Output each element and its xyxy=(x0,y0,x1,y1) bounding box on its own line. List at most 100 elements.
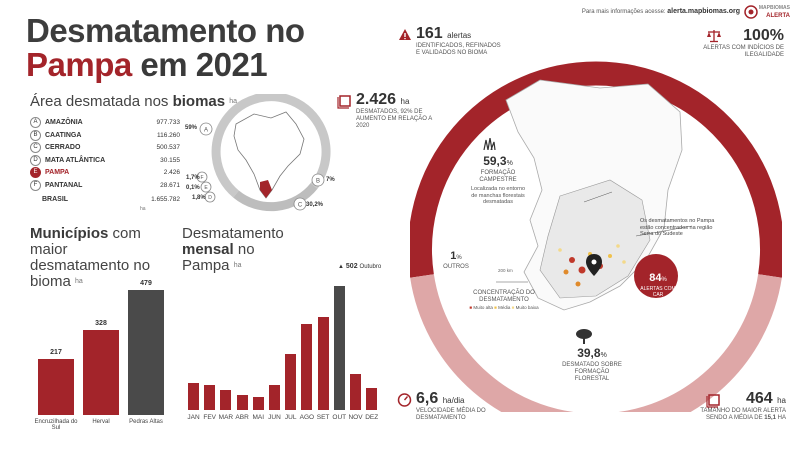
month-label: DEZ xyxy=(365,414,379,421)
month-bar xyxy=(317,316,329,410)
month-label: SET xyxy=(316,414,330,421)
biome-value: 977.733 xyxy=(156,119,181,126)
mensal-title-bold: mensal xyxy=(182,241,234,258)
biome-name: AMAZÔNIA xyxy=(45,119,83,126)
big-ring xyxy=(410,61,782,412)
peak-label: ▲ 502 Outubro xyxy=(338,263,382,270)
mensal-title-rest: no Pampa xyxy=(182,241,255,274)
municipios-title-bold: Municípios xyxy=(30,225,109,242)
biome-row: E PAMPA 2.426 xyxy=(30,167,180,179)
municipio-bar-value: 479 xyxy=(140,280,152,288)
florestal-value: 39,8 xyxy=(577,346,601,360)
concentracao-title: CONCENTRAÇÃO DO DESMATAMENTO xyxy=(473,290,535,303)
biome-name: CERRADO xyxy=(45,144,81,151)
biome-letter: B xyxy=(30,129,41,141)
stat-area: 2.426 ha DESMATADOS, 92% DE AUMENTO EM R… xyxy=(356,91,434,130)
month-bar xyxy=(333,286,345,410)
municipio-bar-value: 328 xyxy=(95,319,107,327)
biome-letter: D xyxy=(30,154,41,166)
ring-marker-d xyxy=(204,191,216,203)
peak-value: 502 xyxy=(345,263,358,270)
scales-icon xyxy=(707,30,721,43)
region-note: Os desmatamentos no Pampa estão concentr… xyxy=(640,218,715,237)
indicios-desc: ALERTAS COM INDÍCIOS DE ILEGALIDADE xyxy=(703,45,784,58)
month-label: MAI xyxy=(252,414,265,421)
map-pin-icon xyxy=(586,254,602,276)
municipio-bar-label: Pedras Altas xyxy=(129,419,163,425)
stat-car: 84% ALERTAS COM CAR xyxy=(638,268,678,298)
source-note: Para mais informações acesse: alerta.map… xyxy=(582,8,740,15)
biome-letter: E xyxy=(30,167,41,178)
month-label: NOV xyxy=(348,414,363,421)
month-bar xyxy=(301,324,313,410)
pct-c: 30,2% xyxy=(306,202,324,208)
velocidade-desc: VELOCIDADE MÉDIA DO DESMATAMENTO xyxy=(416,408,486,421)
area-unit: ha xyxy=(400,97,410,106)
biome-row: C CERRADO 500.537 xyxy=(30,142,180,154)
stat-alertas: 161 alertas IDENTIFICADOS, REFINADOS E V… xyxy=(416,25,506,57)
source-url[interactable]: alerta.mapbiomas.org xyxy=(667,8,740,15)
brazil-outline xyxy=(233,111,305,199)
area-desc: DESMATADOS, 92% DE AUMENTO EM RELAÇÃO A … xyxy=(356,109,432,129)
pampa-region xyxy=(260,180,272,198)
mensal-unit: ha xyxy=(233,262,242,269)
car-unit: % xyxy=(661,277,667,283)
hotspots xyxy=(558,244,626,287)
municipio-bar xyxy=(83,329,119,415)
biome-name: PANTANAL xyxy=(45,181,83,189)
area-value: 2.426 xyxy=(356,91,397,108)
municipio-bar xyxy=(128,290,164,415)
pct-e: 0,1% xyxy=(186,185,200,191)
municipios-title-rest: com maior desmatamento no bioma xyxy=(30,225,151,290)
brasil-value: 1.655.782 xyxy=(151,196,180,203)
biome-letter: A xyxy=(30,117,41,128)
biome-name: CAATINGA xyxy=(45,131,82,139)
maior-unit: ha xyxy=(777,396,786,405)
campestre-desc: FORMAÇÃO CAMPESTRE xyxy=(479,170,517,183)
logo-bottom: ALERTA xyxy=(766,13,790,19)
title-line1: Desmatamento no xyxy=(26,12,305,49)
stat-outros: 1% OUTROS xyxy=(438,246,474,271)
biome-name: PAMPA xyxy=(45,169,70,176)
maior-media-unit: ha xyxy=(777,415,786,421)
month-label: JAN xyxy=(187,414,200,421)
pampa-area xyxy=(539,179,651,299)
florestal-desc: DESMATADO SOBRE FORMAÇÃO FLORESTAL xyxy=(562,362,622,382)
month-bar xyxy=(220,389,232,410)
stat-maior-alerta: 464 ha TAMANHO DO MAIOR ALERTA SENDO A M… xyxy=(684,390,786,422)
outros-unit: % xyxy=(456,255,462,261)
legend-muito-alta: Muito alta xyxy=(473,305,493,310)
month-bar xyxy=(188,383,199,410)
biomes-title-bold: biomas xyxy=(172,93,226,110)
month-label: JUN xyxy=(268,414,281,421)
biome-letter: C xyxy=(30,142,41,153)
warning-icon xyxy=(399,29,411,40)
month-bar xyxy=(269,384,280,410)
svg-text:B: B xyxy=(316,179,320,185)
campestre-leader xyxy=(583,191,613,203)
stat-indicios: 100% ALERTAS COM INDÍCIOS DE ILEGALIDADE xyxy=(702,27,784,59)
velocidade-unit: ha/dia xyxy=(442,396,465,405)
month-label: AGO xyxy=(299,414,315,421)
municipio-bar-value: 217 xyxy=(50,348,62,356)
maior-alerta-icon xyxy=(706,394,720,408)
biome-value: 30.155 xyxy=(160,156,180,164)
brasil-label: BRASIL xyxy=(42,196,69,203)
outros-value: 1 xyxy=(450,250,457,262)
stat-florestal: 39,8% DESMATADO SOBRE FORMAÇÃO FLORESTAL xyxy=(560,344,624,383)
biome-value: 28.671 xyxy=(160,181,180,189)
legend-media: Média xyxy=(498,305,511,310)
scale-label: 200 km xyxy=(498,268,513,273)
speedometer-icon xyxy=(397,393,412,407)
campestre-value: 59,3 xyxy=(483,154,507,168)
municipio-bar-label: Encruzilhada do Sul xyxy=(34,419,78,431)
month-bar xyxy=(285,353,297,410)
velocidade-value: 6,6 xyxy=(416,390,439,407)
alertas-desc: IDENTIFICADOS, REFINADOS E VALIDADOS NO … xyxy=(416,43,501,56)
title-line2: Pampa em 2021 xyxy=(26,46,268,83)
svg-text:F: F xyxy=(200,175,203,181)
month-label: FEV xyxy=(203,414,217,421)
municipios-unit: ha xyxy=(75,278,83,285)
svg-text:D: D xyxy=(208,195,212,201)
concentracao: CONCENTRAÇÃO DO DESMATAMENTO ■ Muito alt… xyxy=(466,290,542,310)
